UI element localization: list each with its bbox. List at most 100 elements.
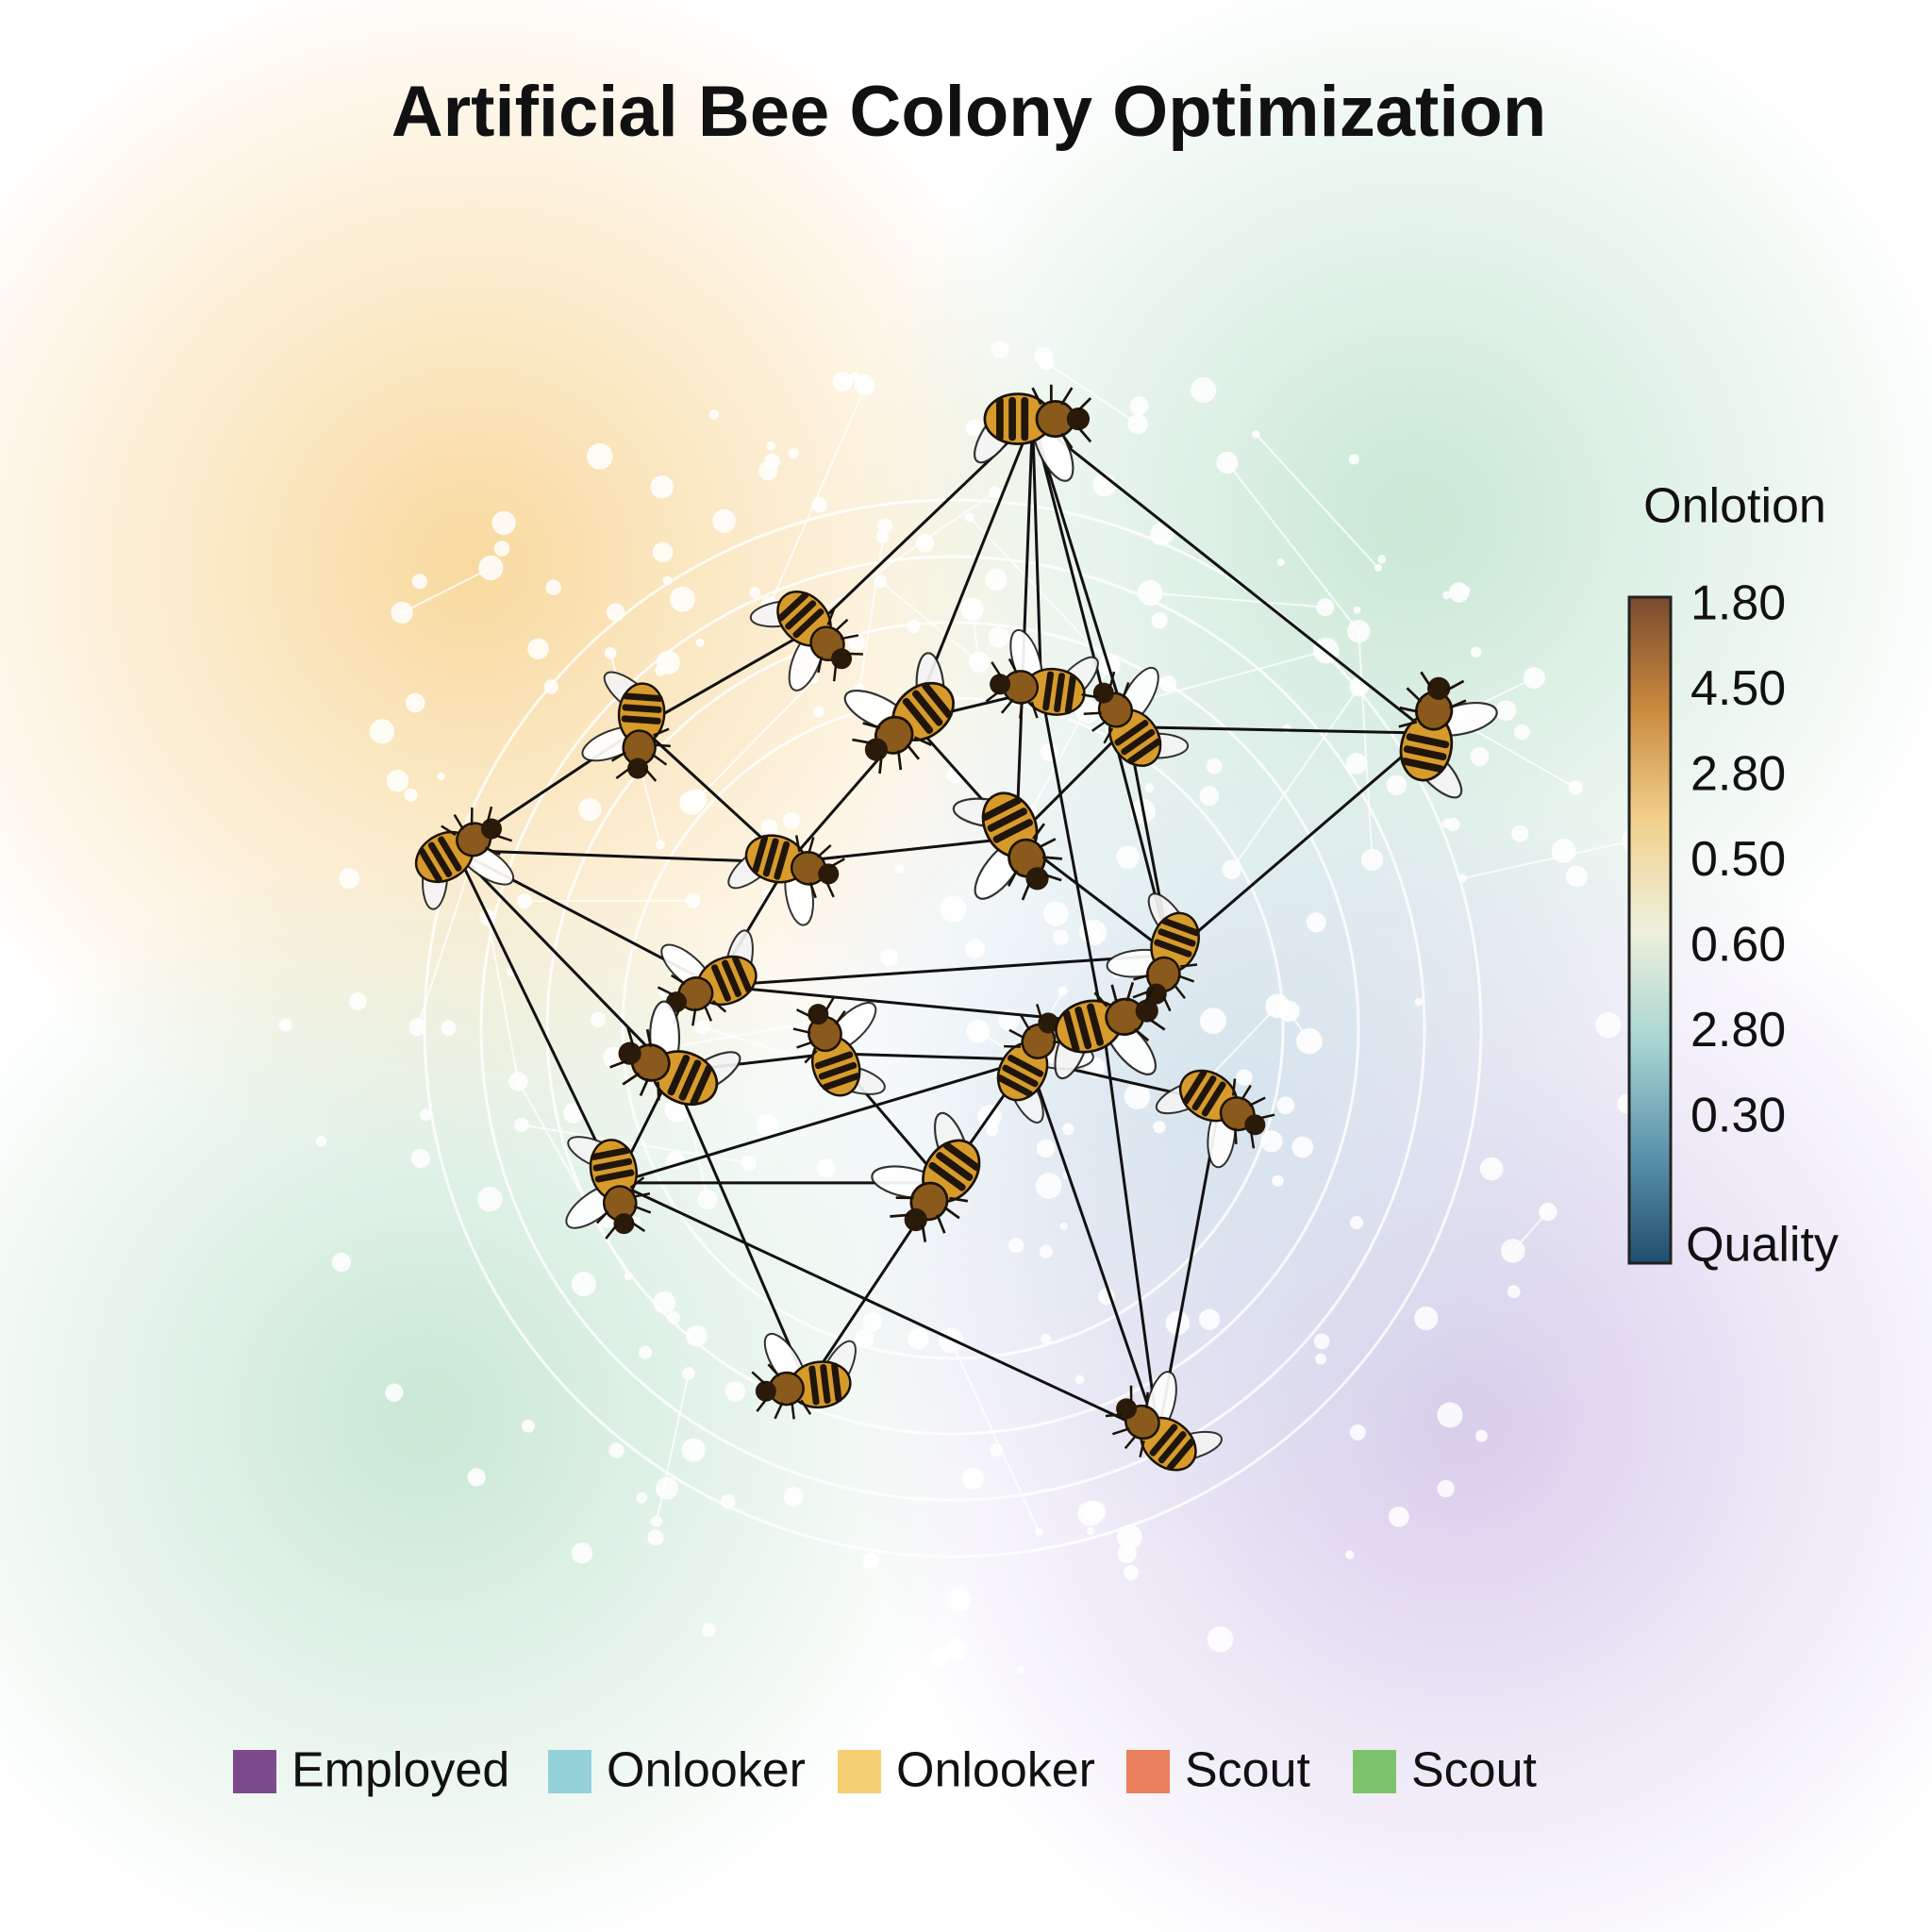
- net-dot: [832, 372, 853, 392]
- net-dot: [1272, 1174, 1284, 1188]
- bee-legs: [610, 727, 671, 782]
- net-dot: [1353, 606, 1361, 614]
- bee-stripe: [1406, 733, 1450, 749]
- net-line: [969, 516, 1111, 666]
- net-dot: [1198, 1308, 1221, 1330]
- net-dot: [516, 893, 532, 909]
- edge: [615, 1058, 1030, 1185]
- net-dot: [1079, 921, 1100, 941]
- bee-stripe: [710, 964, 731, 1002]
- net-line: [858, 525, 887, 690]
- net-dot: [1137, 579, 1163, 606]
- net-dot: [1265, 993, 1291, 1019]
- net-dot: [1296, 1027, 1323, 1055]
- net-dot: [1513, 724, 1530, 741]
- net-dot: [391, 601, 413, 625]
- net-dot: [1041, 1334, 1052, 1345]
- net-dot: [1036, 1139, 1056, 1158]
- net-dot: [1086, 1526, 1095, 1536]
- bee: [974, 384, 1092, 482]
- net-dot: [938, 1327, 964, 1354]
- edge: [640, 626, 814, 728]
- bee-stripe: [1114, 720, 1149, 746]
- bee-stripe: [777, 591, 809, 622]
- net-line: [1150, 591, 1325, 608]
- legend-label: Employed: [291, 1743, 509, 1798]
- bee-stripe: [1158, 928, 1196, 947]
- net-dot: [545, 579, 561, 595]
- net-dot: [1034, 346, 1054, 366]
- net-dot: [1551, 839, 1576, 863]
- net-line: [1255, 433, 1379, 569]
- bee-head: [755, 1380, 776, 1402]
- colorbar-label: 4.50: [1690, 661, 1786, 716]
- bee-legs: [1398, 671, 1467, 728]
- net-dot: [604, 646, 617, 659]
- net-dot: [1461, 586, 1471, 595]
- bee-stripe: [667, 1055, 691, 1096]
- net-line: [815, 491, 995, 616]
- net-dot: [697, 1189, 718, 1210]
- net-line: [950, 1340, 1040, 1532]
- net-dot: [408, 1018, 427, 1037]
- bee-stripe: [427, 841, 453, 877]
- net-dot: [1236, 1069, 1253, 1086]
- colorbar-label: 0.60: [1690, 918, 1786, 973]
- legend-label: Scout: [1411, 1743, 1538, 1798]
- net-dot: [712, 508, 737, 533]
- net-dot: [764, 453, 780, 470]
- net-dot: [966, 1019, 991, 1043]
- net-dot: [875, 530, 890, 543]
- bee: [1155, 1069, 1275, 1169]
- bee-stripe: [690, 1064, 713, 1107]
- bee-stripe: [1201, 1081, 1226, 1117]
- net-line: [1230, 686, 1360, 871]
- net-dot: [1039, 1244, 1054, 1258]
- edge: [831, 1052, 1029, 1061]
- colorbar-label: 0.30: [1690, 1089, 1786, 1143]
- bee-legs: [1031, 384, 1092, 449]
- bee-head: [990, 674, 1011, 695]
- net-dot: [816, 1158, 837, 1178]
- net-dot: [1053, 929, 1069, 945]
- net-dot: [1207, 1625, 1234, 1653]
- net-dot: [686, 789, 708, 810]
- colorbar-label: 1.80: [1690, 576, 1786, 631]
- bee: [414, 806, 515, 910]
- edge: [670, 1071, 808, 1387]
- net-dot: [695, 1020, 710, 1035]
- net-dot: [947, 1588, 972, 1612]
- bee-stripe: [1074, 1007, 1092, 1050]
- net-line: [1226, 461, 1360, 632]
- bee-head: [1244, 1114, 1266, 1136]
- net-dot: [760, 819, 778, 837]
- net-dot: [1523, 667, 1545, 690]
- bee-stripe: [820, 1364, 831, 1404]
- net-dot: [1349, 1216, 1364, 1230]
- net-dot: [850, 371, 860, 382]
- net-dot: [386, 770, 409, 792]
- net-dot: [662, 575, 673, 586]
- net-line: [401, 567, 491, 614]
- net-dot: [493, 541, 510, 557]
- net-dot: [1040, 743, 1058, 762]
- bee: [1106, 892, 1200, 1012]
- bee-stripe: [987, 808, 1028, 832]
- net-dot: [1116, 845, 1141, 870]
- bee-legs: [595, 1176, 652, 1240]
- net-line: [695, 678, 816, 801]
- net-dot: [578, 797, 602, 822]
- bee-stripe: [1007, 1054, 1044, 1077]
- legend-swatch: [233, 1750, 276, 1793]
- bee-stripe: [785, 600, 817, 630]
- net-dot: [1568, 780, 1583, 795]
- bee-stripe: [774, 841, 791, 880]
- net-dot: [1165, 1310, 1190, 1336]
- bee-stripe: [981, 796, 1023, 822]
- bee-stripe: [992, 819, 1033, 843]
- net-dot: [410, 1148, 431, 1169]
- net-line: [517, 1080, 630, 1277]
- net-line: [1462, 839, 1636, 880]
- bee-head: [1025, 867, 1049, 891]
